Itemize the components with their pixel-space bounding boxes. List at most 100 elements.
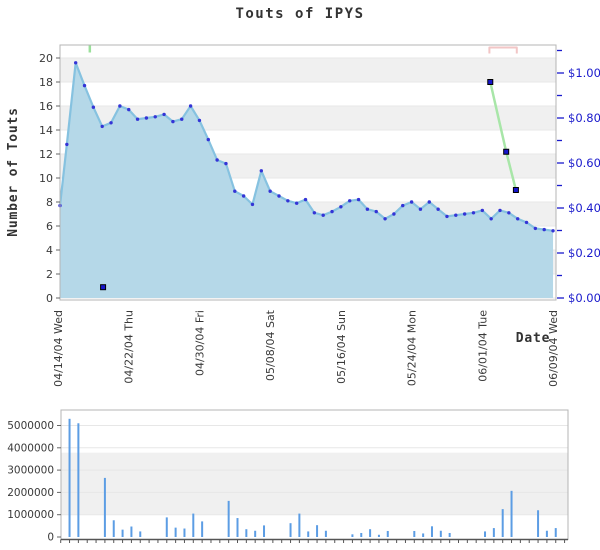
touts-point — [215, 158, 219, 162]
touts-point — [445, 214, 449, 219]
touts-point — [480, 208, 485, 213]
volume-axis-tick-label: 3000000 — [7, 465, 54, 477]
volume-bar — [448, 532, 451, 537]
stripe-band — [60, 58, 556, 82]
left-axis-tick-label: 10 — [39, 172, 53, 185]
touts-point — [533, 226, 538, 231]
touts-point — [162, 112, 166, 117]
volume-bar — [130, 526, 133, 537]
touts-point — [409, 200, 414, 204]
volume-bar — [537, 510, 540, 537]
touts-point — [321, 213, 325, 217]
volume-bar — [439, 530, 442, 537]
volume-bar — [139, 531, 142, 537]
touts-point — [277, 194, 281, 198]
left-axis-tick-label: 4 — [46, 244, 53, 257]
left-axis-tick-label: 18 — [39, 76, 53, 89]
volume-bar — [377, 534, 380, 537]
volume-bar — [386, 530, 389, 537]
right-axis-tick-label: $0.60 — [568, 156, 600, 170]
event-square-marker — [100, 284, 107, 291]
touts-point — [418, 207, 423, 211]
y-axis-title: Number of Touts — [6, 107, 21, 236]
volume-bar — [174, 527, 177, 537]
touts-point — [118, 104, 122, 108]
touts-point — [356, 197, 361, 202]
touts-area — [60, 62, 554, 298]
volume-bar — [324, 530, 327, 537]
touts-point — [454, 213, 458, 217]
price-square-marker — [487, 79, 494, 85]
touts-point — [427, 200, 431, 204]
left-axis-tick-label: 0 — [46, 292, 53, 305]
volume-bar — [430, 526, 433, 537]
volume-bar — [289, 523, 292, 537]
volume-bar — [298, 513, 301, 537]
price-square-marker — [512, 187, 519, 193]
volume-bar — [183, 528, 186, 537]
touts-point — [383, 217, 387, 221]
right-axis-tick-label: $1.00 — [568, 66, 600, 80]
volume-bar — [422, 533, 425, 537]
touts-point — [462, 212, 467, 216]
touts-point — [73, 61, 78, 65]
touts-point — [330, 209, 334, 214]
volume-bar — [165, 517, 168, 537]
touts-point — [471, 211, 476, 215]
volume-bar — [201, 521, 204, 537]
volume-axis-tick-label: 4000000 — [7, 442, 54, 454]
touts-point — [153, 115, 157, 119]
touts-point — [303, 197, 308, 202]
left-axis-tick-label: 6 — [46, 220, 53, 233]
volume-axis-tick-label: 1000000 — [7, 509, 54, 521]
x-axis-date-label: 05/24/04 Mon — [406, 310, 419, 386]
touts-point — [188, 104, 193, 108]
left-axis-tick-label: 8 — [46, 196, 53, 209]
volume-bar — [227, 500, 230, 537]
volume-bar — [77, 423, 80, 537]
volume-bar — [245, 529, 248, 537]
volume-bar — [413, 530, 416, 537]
volume-axis-tick-label: 2000000 — [7, 487, 54, 499]
touts-point — [365, 207, 370, 211]
volume-bar — [510, 490, 513, 537]
touts-point — [197, 118, 202, 123]
touts-point — [507, 211, 511, 215]
touts-point — [91, 105, 96, 109]
volume-bar — [307, 531, 310, 537]
right-axis-tick-label: $0.40 — [568, 201, 600, 215]
volume-bar — [351, 534, 354, 537]
touts-point — [135, 117, 140, 121]
touts-point — [259, 169, 264, 173]
volume-bar — [68, 418, 71, 537]
volume-axis-tick-label: 0 — [47, 532, 54, 544]
x-axis-date-label: 04/30/04 Fri — [193, 310, 206, 376]
x-axis-date-label: 05/08/04 Sat — [264, 309, 277, 381]
left-axis-tick-label: 12 — [39, 148, 53, 161]
pink-bracket-annotation — [488, 46, 518, 54]
volume-bar — [554, 528, 557, 537]
price-square-marker — [503, 148, 510, 155]
touts-point — [241, 194, 246, 198]
touts-point — [524, 220, 529, 225]
touts-point — [127, 107, 131, 112]
volume-bar — [121, 529, 124, 537]
volume-bar — [316, 525, 319, 537]
touts-point — [401, 203, 405, 208]
chart-title: Touts of IPYS — [235, 6, 364, 22]
touts-point — [171, 119, 175, 124]
touts-point — [233, 189, 237, 193]
touts-point — [489, 217, 493, 221]
volume-bar — [103, 477, 106, 537]
touts-point — [180, 117, 184, 121]
volume-stripe-band — [61, 452, 568, 515]
touts-point — [286, 199, 290, 203]
touts-point — [374, 209, 378, 214]
touts-point — [65, 142, 69, 147]
touts-point — [82, 83, 87, 88]
right-axis-tick-label: $0.20 — [568, 246, 600, 260]
touts-point — [312, 211, 317, 215]
volume-bar — [254, 530, 257, 537]
touts-point — [144, 116, 149, 120]
